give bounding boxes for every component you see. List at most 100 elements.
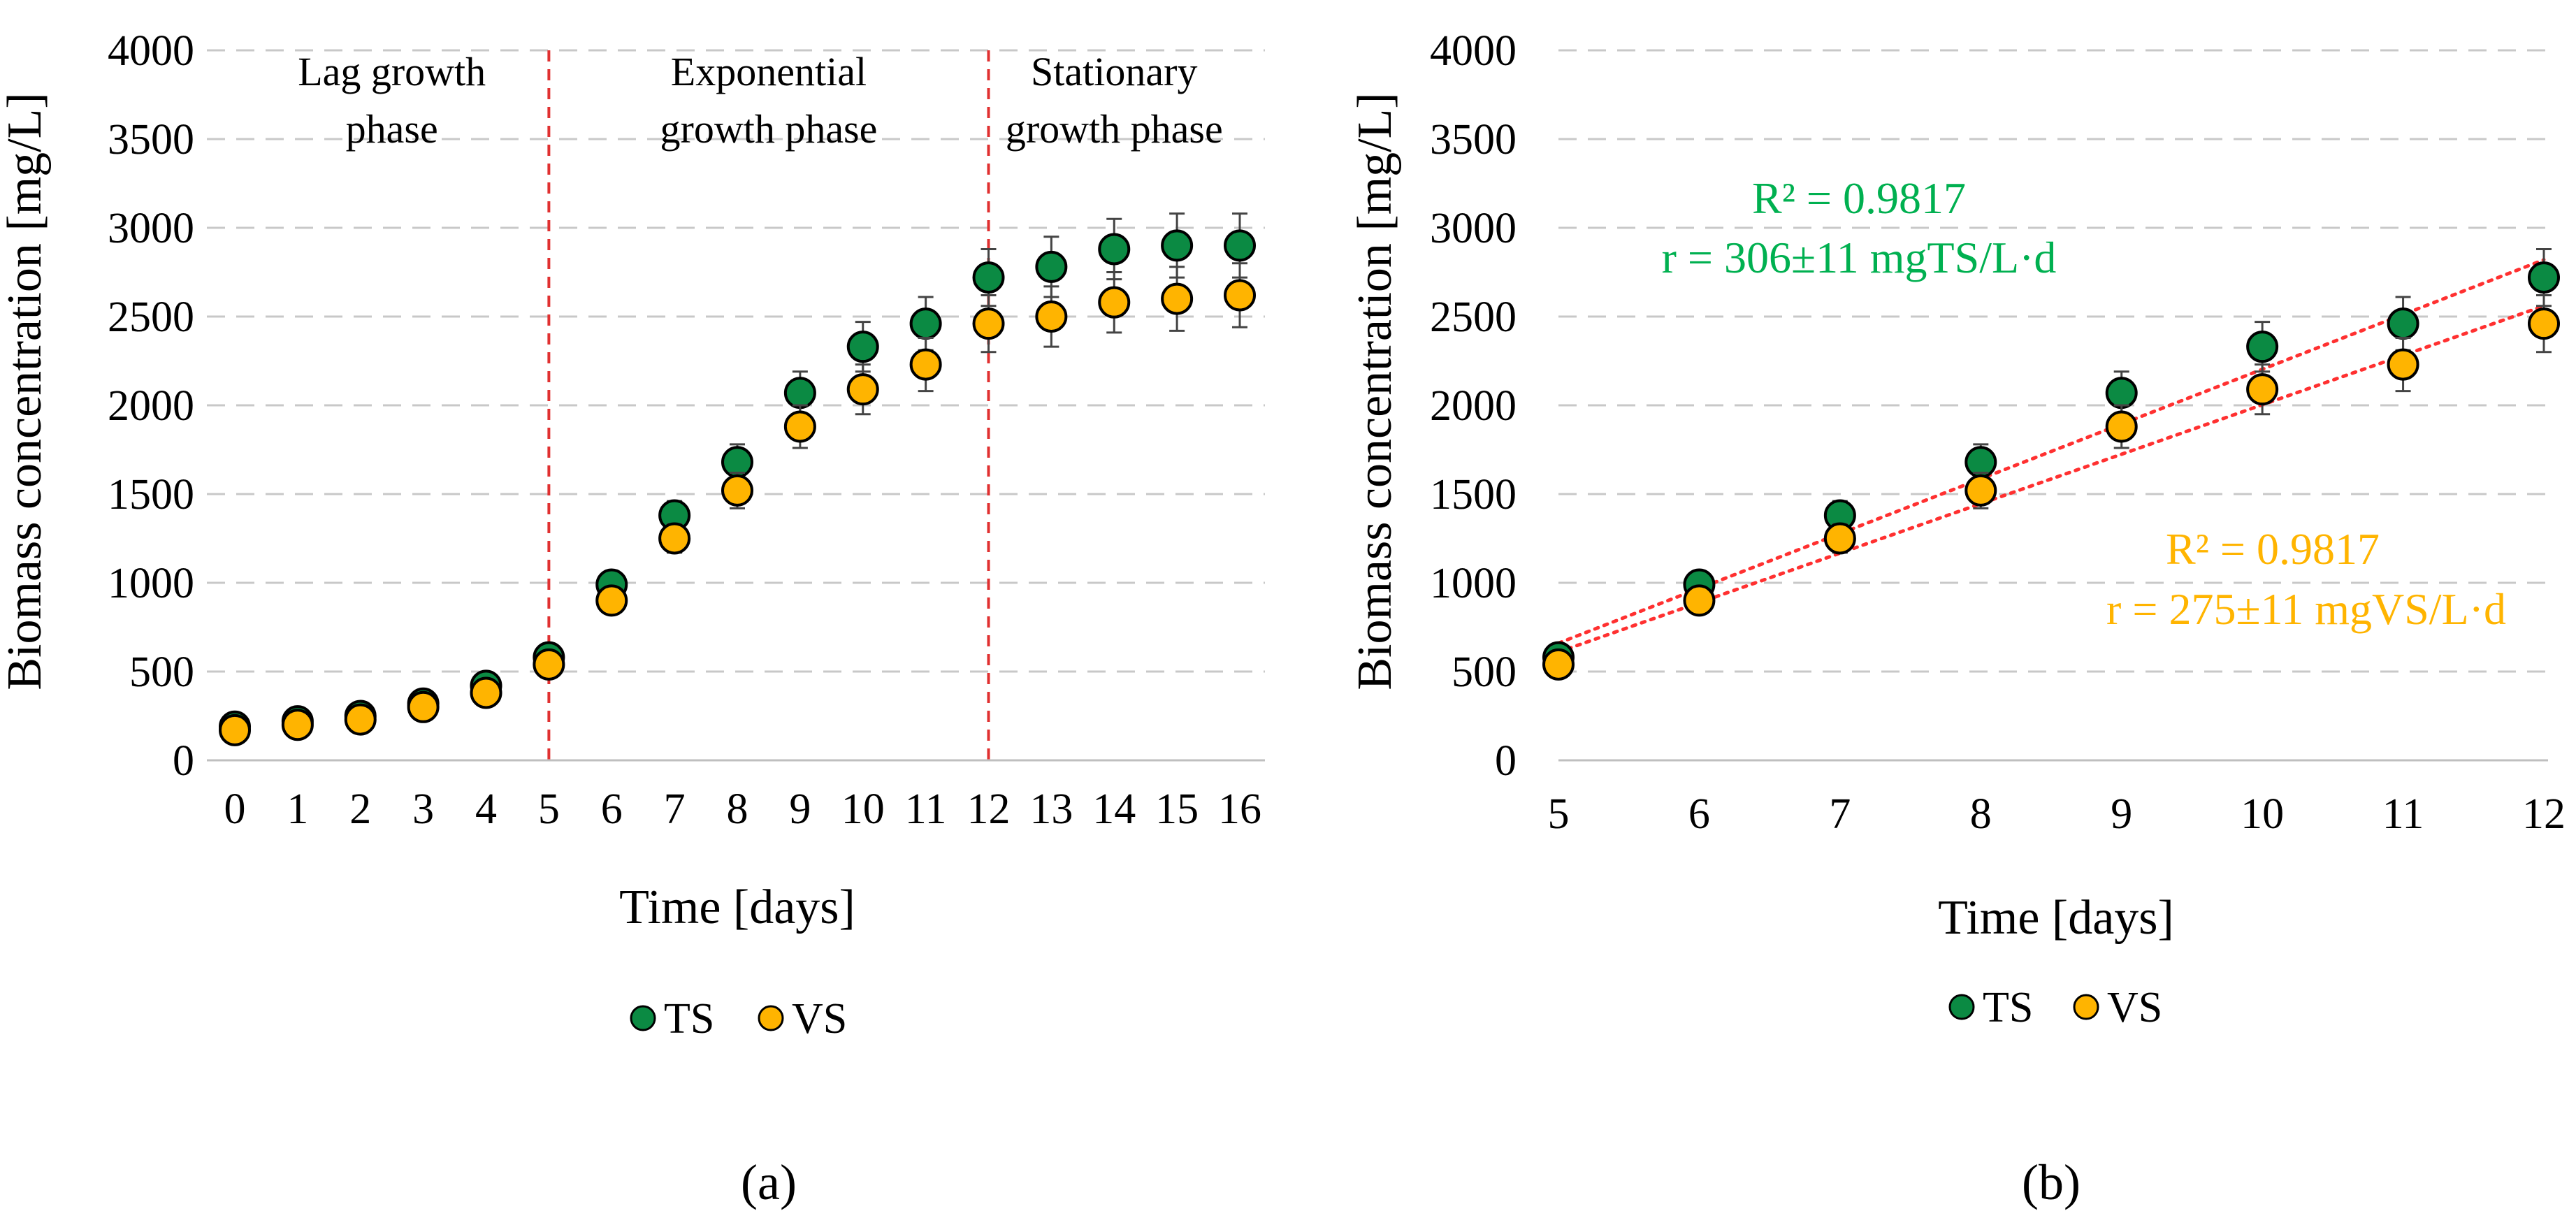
panel-a-x-tick-labels: 0 1 2 3 4 5 6 7 8 9 10 11 12 13 14 15 16: [224, 785, 1262, 833]
b-point-vs: [1542, 648, 1575, 681]
panel-a-legend-vs-marker: [758, 1005, 784, 1031]
a-y-tick-label: 1000: [108, 560, 194, 607]
a-point-vs: [721, 474, 753, 507]
panel-b-vs-r2-annotation: R² = 0.9817: [2166, 524, 2380, 574]
panel-a-phase-labels: Lag growth phase Exponential growth phase St…: [298, 49, 1223, 152]
a-x-tick-label: 3: [412, 785, 434, 833]
a-x-tick-label: 13: [1029, 785, 1073, 833]
a-point-ts: [1224, 229, 1256, 262]
panel-b-y-axis-title: Biomass concentration [mg/L]: [1348, 92, 1402, 690]
a-x-tick-label: 6: [601, 785, 623, 833]
a-phase-label: Exponential: [671, 49, 867, 94]
a-point-vs: [909, 348, 942, 381]
panel-a-legend-vs-label: VS: [792, 995, 847, 1043]
panel-b-chart: 0 500 1000 1500 2000 2500 3000 3500 4000 5 6 7 8 9 10…: [1348, 27, 2566, 1210]
a-x-tick-label: 0: [224, 785, 246, 833]
b-y-tick-label: 4000: [1430, 27, 1517, 75]
panel-b-gridlines: [1558, 49, 2548, 673]
a-point-vs: [407, 690, 440, 723]
a-x-tick-label: 10: [841, 785, 885, 833]
a-point-vs: [470, 676, 502, 709]
b-x-tick-label: 10: [2241, 790, 2284, 838]
a-point-vs: [658, 522, 691, 555]
panel-a-legend-ts-marker: [630, 1005, 656, 1031]
a-phase-label: Stationary: [1031, 49, 1197, 94]
b-point-vs: [2246, 373, 2279, 406]
a-point-vs: [1161, 282, 1194, 315]
a-point-vs: [972, 307, 1005, 340]
a-x-tick-label: 1: [287, 785, 308, 833]
panel-b-ts-rate-annotation: r = 306±11 mgTS/L·d: [1662, 233, 2057, 282]
b-point-ts: [2105, 377, 2138, 410]
a-point-vs: [783, 410, 816, 443]
a-phase-label: Lag growth: [298, 49, 486, 94]
panel-b-trendlines: [1556, 258, 2546, 654]
a-point-ts: [972, 261, 1005, 294]
a-x-tick-label: 12: [967, 785, 1011, 833]
a-y-tick-label: 2000: [108, 382, 194, 430]
panel-b-x-axis-title: Time [days]: [1938, 891, 2174, 945]
b-point-vs: [1683, 584, 1716, 617]
a-point-vs: [533, 648, 565, 681]
panel-b-ts-r2-annotation: R² = 0.9817: [1752, 173, 1966, 223]
a-point-ts: [783, 377, 816, 410]
a-x-tick-label: 7: [664, 785, 686, 833]
a-point-vs: [595, 584, 628, 617]
b-y-tick-label: 0: [1495, 737, 1517, 785]
a-point-ts: [909, 307, 942, 340]
b-point-vs: [2105, 410, 2138, 443]
b-x-tick-label: 7: [1829, 790, 1851, 838]
a-point-ts: [1035, 250, 1068, 283]
a-phase-label: phase: [346, 106, 438, 152]
panel-b-caption: (b): [2022, 1154, 2081, 1210]
b-x-tick-label: 5: [1548, 790, 1570, 838]
b-y-tick-label: 3000: [1430, 205, 1517, 252]
a-y-tick-label: 3500: [108, 116, 194, 164]
a-point-vs: [1224, 279, 1256, 312]
panel-a-data-points: [219, 212, 1256, 746]
a-phase-label: growth phase: [1006, 106, 1223, 152]
b-x-tick-label: 9: [2111, 790, 2132, 838]
panel-b-x-tick-labels: 5 6 7 8 9 10 11 12: [1548, 790, 2566, 838]
b-trendline-ts: [1556, 258, 2546, 645]
panel-a-legend: TS VS: [630, 995, 847, 1043]
a-point-vs: [1098, 286, 1131, 319]
b-y-tick-label: 2000: [1430, 382, 1517, 430]
a-point-vs: [281, 709, 314, 741]
a-point-vs: [219, 713, 251, 746]
a-x-tick-label: 15: [1155, 785, 1199, 833]
b-y-tick-label: 500: [1452, 648, 1517, 696]
panel-b-legend: TS VS: [1948, 984, 2162, 1031]
a-point-vs: [344, 703, 377, 736]
a-y-tick-label: 500: [129, 648, 194, 696]
a-x-tick-label: 4: [475, 785, 497, 833]
a-x-tick-label: 2: [349, 785, 371, 833]
b-x-tick-label: 12: [2522, 790, 2566, 838]
a-x-tick-label: 5: [538, 785, 560, 833]
b-y-tick-label: 3500: [1430, 116, 1517, 164]
b-point-vs: [2528, 307, 2560, 340]
b-point-vs: [1823, 522, 1856, 555]
b-point-ts: [2528, 261, 2560, 294]
panel-b-legend-vs-marker: [2073, 994, 2099, 1020]
b-point-ts: [2246, 331, 2279, 363]
panel-a-caption: (a): [741, 1154, 797, 1210]
b-y-tick-label: 1500: [1430, 471, 1517, 519]
panel-b-data-points: [1542, 247, 2560, 681]
panel-a-x-axis-title: Time [days]: [619, 880, 855, 934]
panel-a-y-tick-labels: 0 500 1000 1500 2000 2500 3000 3500 4000: [108, 27, 194, 785]
b-x-tick-label: 11: [2382, 790, 2424, 838]
a-y-tick-label: 1500: [108, 471, 194, 519]
panel-a-legend-ts-label: TS: [664, 995, 714, 1043]
a-point-vs: [1035, 300, 1068, 333]
a-x-tick-label: 9: [789, 785, 811, 833]
a-point-ts: [1098, 233, 1131, 266]
panel-b-y-tick-labels: 0 500 1000 1500 2000 2500 3000 3500 4000: [1430, 27, 1517, 785]
b-point-vs: [1964, 474, 1997, 507]
a-x-tick-label: 14: [1092, 785, 1136, 833]
b-x-tick-label: 8: [1970, 790, 1992, 838]
panel-b-legend-ts-label: TS: [1983, 984, 2033, 1031]
b-point-vs: [2387, 348, 2419, 381]
